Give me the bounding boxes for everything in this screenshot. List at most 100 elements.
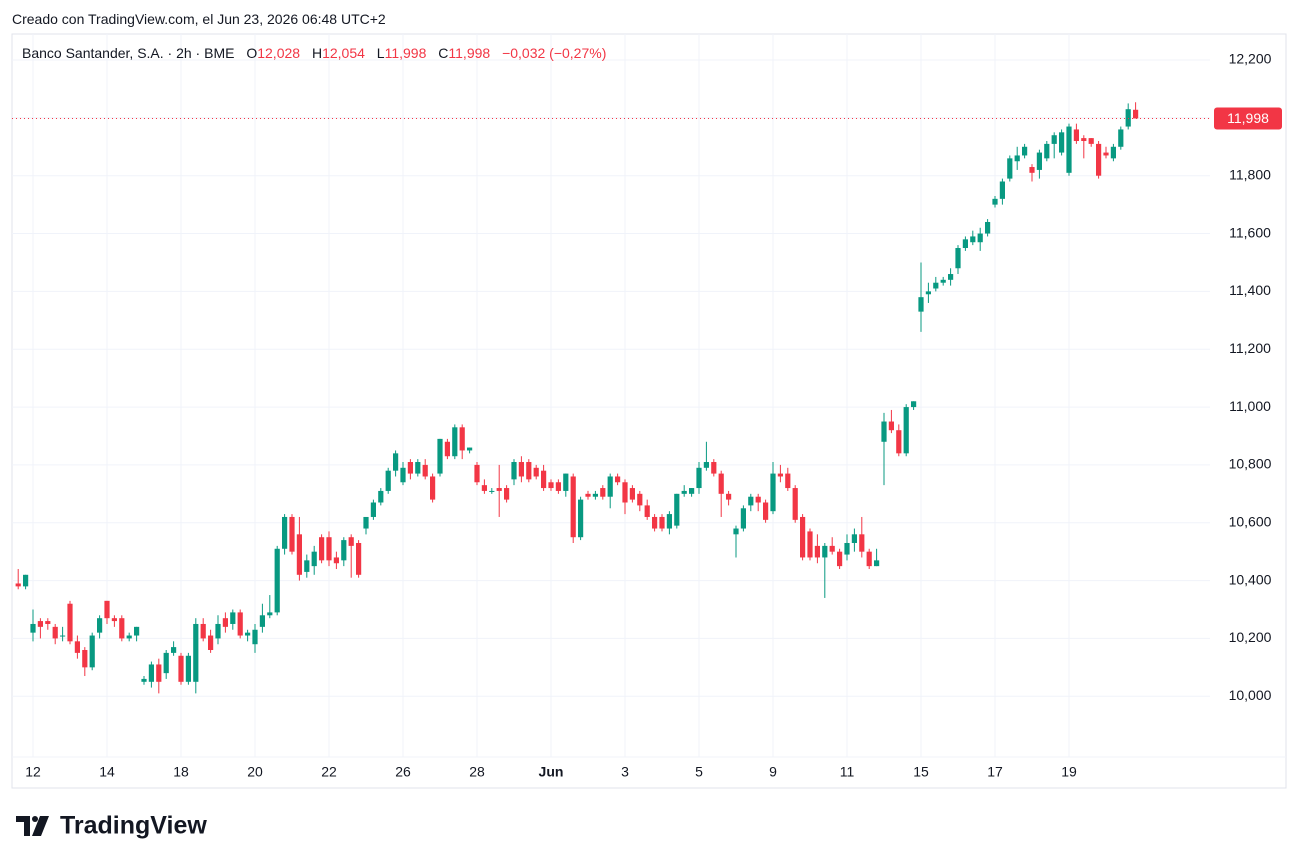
candle-body bbox=[925, 291, 931, 295]
x-tick-label: 14 bbox=[99, 764, 115, 780]
candle-body bbox=[400, 467, 406, 483]
created-note: Creado con TradingView.com, el Jun 23, 2… bbox=[12, 11, 386, 27]
candle-body bbox=[437, 438, 443, 474]
legend: Banco Santander, S.A. · 2h · BME O12,028… bbox=[22, 45, 606, 61]
candle-body bbox=[563, 473, 569, 491]
candle-body bbox=[911, 401, 917, 408]
candle-body bbox=[385, 470, 391, 491]
candle-body bbox=[67, 603, 73, 642]
candle-body bbox=[230, 612, 236, 624]
candle-body bbox=[370, 502, 376, 517]
close-value: 11,998 bbox=[448, 45, 491, 61]
candle-body bbox=[1059, 132, 1065, 153]
candle-body bbox=[607, 476, 613, 497]
candle-body bbox=[578, 499, 584, 538]
candle-body bbox=[111, 618, 117, 622]
candle-body bbox=[763, 502, 769, 520]
candle-body bbox=[237, 612, 243, 636]
candle-body bbox=[296, 534, 302, 575]
candle-body bbox=[489, 490, 495, 492]
y-tick-label: 11,200 bbox=[1229, 340, 1271, 356]
candle-body bbox=[881, 421, 887, 442]
candle-body bbox=[844, 542, 850, 555]
candle-body bbox=[481, 485, 487, 491]
open-value: 12,028 bbox=[257, 45, 301, 61]
candle-body bbox=[681, 490, 687, 494]
candle-body bbox=[674, 493, 680, 526]
logo: TradingView bbox=[16, 812, 207, 840]
last-price-label: 11,998 bbox=[1227, 110, 1269, 126]
candle-body bbox=[652, 516, 658, 529]
candle-body bbox=[666, 514, 672, 529]
y-tick-label: 10,000 bbox=[1229, 687, 1272, 703]
candle-body bbox=[185, 655, 191, 682]
candle-body bbox=[866, 551, 872, 567]
candle-body bbox=[444, 441, 450, 457]
candle-body bbox=[659, 516, 665, 529]
candle-body bbox=[970, 236, 976, 243]
candle-body bbox=[215, 623, 221, 639]
candle-body bbox=[918, 297, 924, 312]
candle-body bbox=[356, 542, 362, 575]
candle-body bbox=[274, 548, 280, 613]
candle-body bbox=[748, 496, 754, 506]
candle-body bbox=[1118, 129, 1124, 147]
y-tick-label: 11,600 bbox=[1229, 224, 1271, 240]
candle-body bbox=[585, 493, 591, 497]
candle-body bbox=[119, 618, 125, 639]
candle-body bbox=[711, 462, 717, 474]
candle-body bbox=[304, 560, 310, 572]
x-tick-label: 17 bbox=[987, 764, 1003, 780]
candle-body bbox=[496, 488, 502, 491]
candle-body bbox=[592, 493, 598, 497]
candle-body bbox=[792, 488, 798, 520]
candle-body bbox=[1110, 146, 1116, 159]
candle-body bbox=[962, 239, 968, 249]
high-label: H bbox=[311, 45, 323, 61]
candle-body bbox=[1029, 167, 1035, 173]
candle-body bbox=[718, 473, 724, 494]
candle-body bbox=[134, 626, 140, 636]
open-label: O bbox=[246, 45, 258, 61]
candle-body bbox=[800, 516, 806, 558]
x-tick-label: 15 bbox=[913, 764, 929, 780]
candle-body bbox=[23, 574, 29, 587]
logo-icon bbox=[32, 816, 49, 836]
x-tick-label: Jun bbox=[539, 764, 564, 780]
candle-body bbox=[874, 560, 880, 567]
candle-body bbox=[1096, 143, 1102, 176]
candle-body bbox=[311, 551, 317, 567]
candle-body bbox=[341, 540, 347, 561]
candle-body bbox=[319, 537, 325, 561]
candle-body bbox=[97, 618, 103, 633]
candle-body bbox=[940, 279, 946, 283]
candle-body bbox=[459, 427, 465, 451]
candle-body bbox=[644, 505, 650, 517]
candle-body bbox=[193, 623, 199, 682]
candle-body bbox=[104, 600, 110, 619]
candle-body bbox=[148, 664, 154, 682]
candle-body bbox=[814, 545, 820, 558]
candle-body bbox=[637, 493, 643, 506]
low-label: L bbox=[376, 45, 385, 61]
candle-body bbox=[245, 632, 251, 636]
x-tick-label: 3 bbox=[621, 764, 629, 780]
candle-body bbox=[430, 476, 436, 500]
candle-body bbox=[259, 615, 265, 627]
symbol: Banco Santander, S.A. · 2h · BME bbox=[22, 45, 235, 61]
candle-body bbox=[726, 493, 732, 500]
y-tick-label: 11,400 bbox=[1229, 282, 1271, 298]
candle-body bbox=[1044, 143, 1050, 159]
candle-body bbox=[15, 583, 21, 587]
candle-body bbox=[1133, 109, 1139, 119]
candle-body bbox=[378, 490, 384, 503]
candle-body bbox=[526, 462, 532, 480]
candle-body bbox=[422, 464, 428, 477]
x-tick-label: 22 bbox=[321, 764, 337, 780]
x-tick-label: 20 bbox=[247, 764, 263, 780]
candle-body bbox=[141, 678, 147, 682]
candle-body bbox=[1036, 152, 1042, 170]
candle-body bbox=[74, 641, 80, 653]
